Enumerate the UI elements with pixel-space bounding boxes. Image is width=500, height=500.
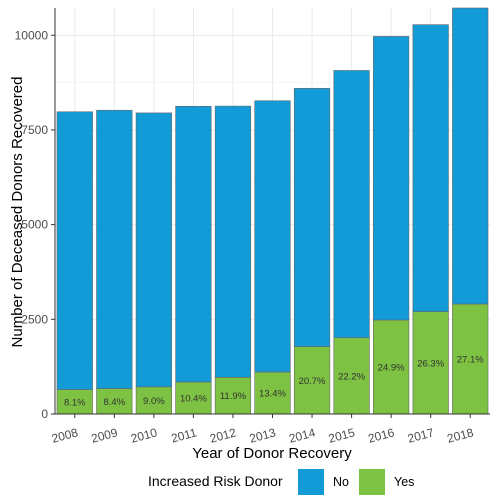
bar-label-2014: 20.7% [299, 376, 326, 387]
bar-label-2011: 10.4% [180, 393, 207, 404]
x-tick-label-2008: 2008 [50, 425, 80, 446]
bar-no-2009 [96, 109, 133, 389]
x-tick-label-2012: 2012 [208, 425, 238, 446]
x-tick-label-2016: 2016 [366, 425, 396, 446]
y-tick-label-10000: 10000 [15, 28, 49, 42]
bar-no-2012 [214, 105, 252, 378]
x-tick-label-2011: 2011 [170, 425, 199, 445]
legend: Increased Risk Donor No Yes [148, 469, 414, 495]
bar-yes-2018 [452, 303, 489, 415]
y-tick-label-2500: 2500 [21, 312, 48, 326]
y-tick-label-0: 0 [41, 407, 48, 421]
bar-label-2009: 8.4% [103, 397, 125, 408]
bar-yes-2016 [373, 319, 410, 415]
bar-no-2017 [412, 24, 449, 312]
bar-label-2017: 26.3% [417, 358, 444, 369]
x-tick-label-2017: 2017 [406, 425, 436, 446]
bar-label-2008: 8.1% [64, 397, 86, 408]
x-tick-label-2014: 2014 [287, 425, 317, 446]
bar-label-2013: 13.4% [259, 389, 286, 400]
y-axis-title: Number of Deceased Donors Recovered [9, 77, 26, 348]
legend-label-yes: Yes [394, 475, 414, 489]
bar-label-2010: 9.0% [143, 396, 165, 407]
bar-no-2014 [293, 87, 331, 347]
x-tick-label-2010: 2010 [129, 425, 159, 446]
bar-no-2008 [56, 111, 93, 390]
x-tick-label-2015: 2015 [327, 425, 357, 446]
bar-no-2011 [175, 105, 212, 383]
x-axis-title: Year of Donor Recovery [192, 445, 352, 462]
bar-label-2018: 27.1% [457, 355, 484, 366]
bar-yes-2012 [214, 377, 252, 415]
bar-yes-2008 [56, 389, 93, 415]
x-tick-label-2009: 2009 [90, 425, 120, 446]
x-tick-label-2018: 2018 [446, 425, 476, 446]
bar-yes-2015 [333, 337, 370, 415]
bar-yes-2013 [254, 371, 291, 415]
bar-no-2013 [254, 100, 291, 373]
bar-yes-2009 [96, 388, 133, 415]
bar-label-2012: 11.9% [220, 391, 247, 402]
bar-labels: 8.1% 8.4% 9.0% 10.4% 11.9% 13.4% 20.7% 22.2% 24.… [64, 355, 484, 409]
legend-swatch-no [298, 469, 324, 495]
legend-label-no: No [333, 475, 349, 489]
axes: 0 2500 5000 7500 10000 2008 2009 2010 2011 2012 20… [15, 8, 490, 446]
y-tick-label-5000: 5000 [21, 218, 48, 232]
legend-title: Increased Risk Donor [148, 473, 283, 489]
bar-no-2016 [373, 36, 410, 321]
bar-yes-2011 [175, 381, 212, 415]
bar-yes-2017 [412, 311, 449, 415]
legend-swatch-yes [359, 469, 385, 495]
bar-label-2015: 22.2% [338, 371, 365, 382]
bar-yes-2010 [135, 386, 172, 415]
x-tick-label-2013: 2013 [248, 425, 278, 446]
bar-no-2015 [333, 70, 370, 338]
bar-no-2010 [135, 112, 172, 388]
bars [56, 7, 489, 415]
bar-yes-2014 [293, 346, 331, 415]
bar-no-2018 [452, 7, 489, 305]
bar-label-2016: 24.9% [378, 362, 405, 373]
y-tick-label-7500: 7500 [21, 123, 48, 137]
